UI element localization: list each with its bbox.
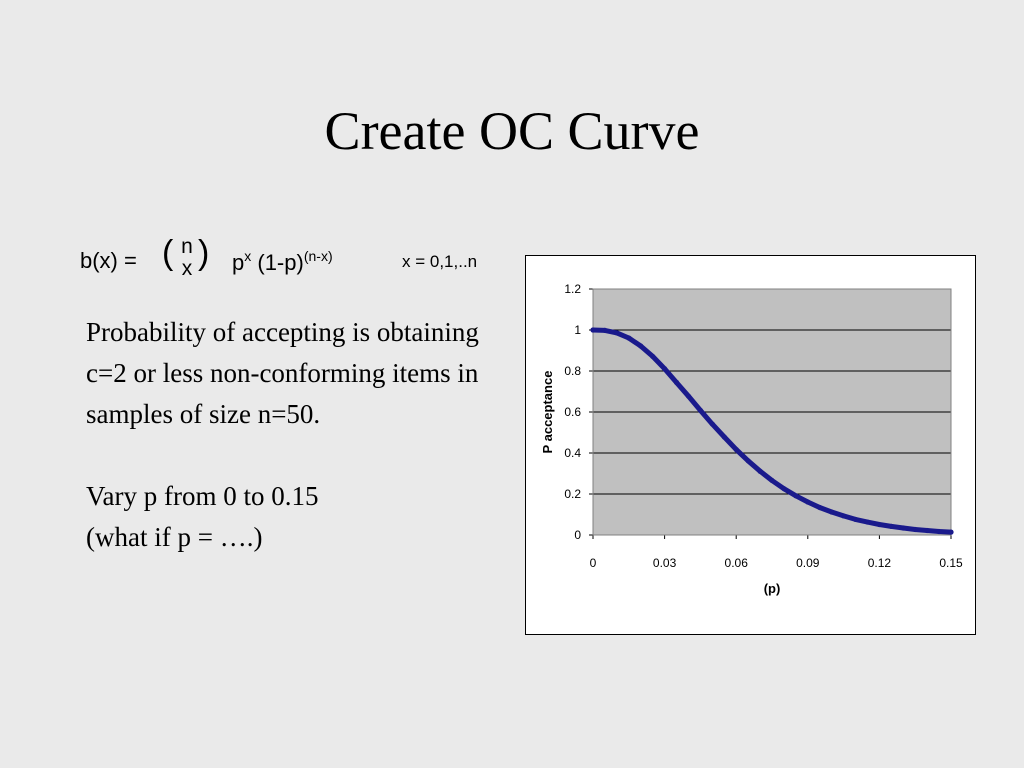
data-point [709, 421, 715, 427]
x-tick-label: 0.15 [939, 556, 963, 570]
data-point [864, 519, 871, 525]
data-point [721, 434, 727, 440]
body-text: Probability of accepting is obtaining c=… [86, 312, 506, 558]
data-point [829, 509, 835, 515]
data-point [793, 493, 799, 499]
data-point [841, 513, 847, 519]
data-point [900, 525, 906, 531]
data-point [590, 327, 596, 333]
data-point [745, 458, 751, 464]
x-axis-label: (p) [764, 581, 781, 596]
y-tick-label: 1.2 [564, 282, 581, 296]
vary-line: Vary p from 0 to 0.15 [86, 481, 319, 511]
binom-top: n [181, 235, 193, 258]
probability-terms: px (1-p)(n-x) [232, 248, 333, 276]
data-point [757, 468, 763, 474]
data-point [805, 499, 811, 505]
plot-border [592, 288, 952, 536]
data-point [697, 407, 703, 413]
tick-labels: 0 0.2 0.4 0.6 0.8 1 1.2 0 0.03 0.06 0.09 0.12 0.15 [564, 282, 963, 570]
what-if-line: (what if p = ….) [86, 522, 263, 552]
data-point [852, 516, 859, 523]
left-paren: ( [162, 234, 174, 272]
data-point [936, 528, 942, 535]
y-tick-label: 0.8 [564, 364, 581, 378]
series-group [590, 327, 954, 535]
x-tick-label: 0.09 [796, 556, 820, 570]
data-point [876, 521, 882, 528]
data-point [614, 330, 620, 336]
slide-title: Create OC Curve [324, 101, 700, 161]
x-tick-label: 0.12 [868, 556, 892, 570]
data-point [948, 529, 954, 535]
data-point [685, 393, 692, 399]
q-exponent: (n-x) [303, 248, 333, 264]
data-point [733, 446, 739, 453]
paragraph-acceptance: Probability of accepting is obtaining c=… [86, 317, 479, 429]
data-point [638, 343, 644, 349]
y-axis-label: P acceptance [540, 371, 555, 454]
formula-lhs: b(x) = [80, 248, 137, 273]
data-point [888, 523, 894, 529]
y-tick-label: 1 [574, 323, 581, 337]
x-range: x = 0,1,..n [402, 252, 478, 271]
data-point [673, 379, 680, 386]
binom-bottom: x [181, 257, 193, 280]
y-tick-label: 0.2 [564, 487, 581, 501]
data-point [781, 486, 787, 492]
p-term: p [232, 250, 245, 275]
data-point [912, 526, 918, 533]
data-point [650, 353, 656, 360]
oc-chart: 0 0.2 0.4 0.6 0.8 1 1.2 0 0.03 0.06 0.09 0.12 0.15 (… [525, 255, 976, 635]
binomial-formula: b(x) = ( n x ) px (1-p)(n-x) x = 0,1,..n [80, 234, 510, 286]
x-tick-label: 0.03 [653, 556, 677, 570]
right-paren: ) [198, 234, 210, 272]
y-tick-label: 0.4 [564, 446, 581, 460]
x-tick-label: 0.06 [725, 556, 749, 570]
binomial-coefficient: n x [176, 236, 198, 280]
data-point [662, 366, 668, 372]
chart-svg: 0 0.2 0.4 0.6 0.8 1 1.2 0 0.03 0.06 0.09 0.12 0.15 (… [540, 282, 963, 596]
paragraph-vary: Vary p from 0 to 0.15 (what if p = ….) [86, 476, 506, 558]
y-tick-label: 0 [574, 528, 581, 542]
q-term: (1-p) [257, 250, 304, 275]
data-point [769, 477, 775, 484]
data-point [817, 504, 823, 511]
x-tick-label: 0 [590, 556, 597, 570]
data-point [626, 335, 632, 341]
data-point [602, 327, 608, 334]
p-exponent: x [244, 248, 252, 264]
y-tick-label: 0.6 [564, 405, 581, 419]
data-point [924, 527, 930, 534]
